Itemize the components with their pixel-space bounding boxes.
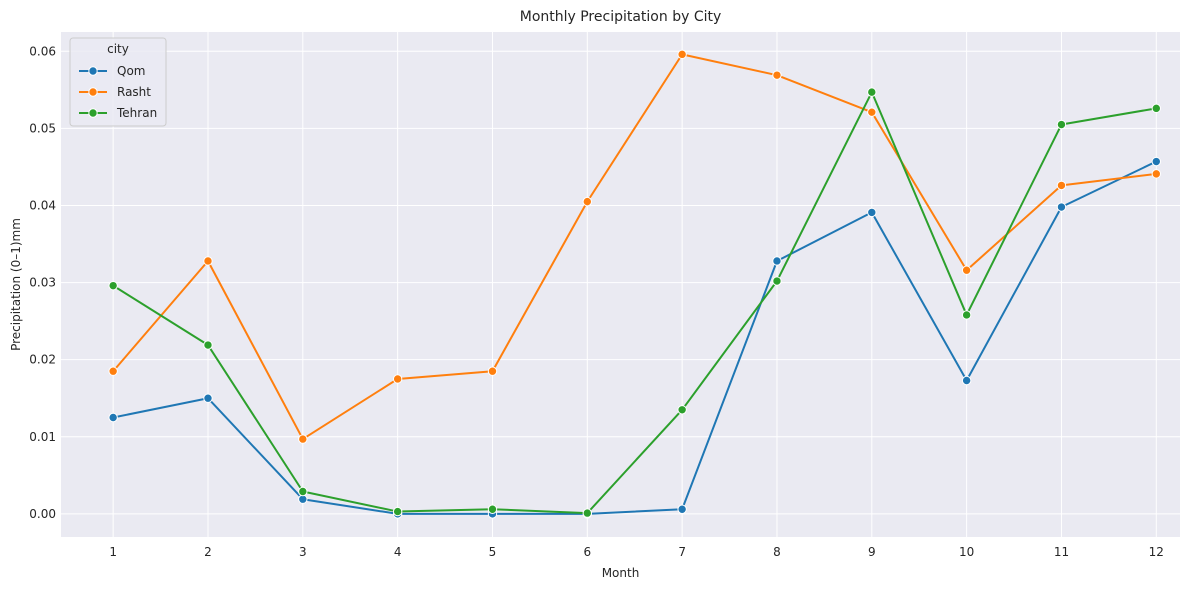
x-tick-label: 11 (1054, 545, 1069, 559)
data-point-tehran (392, 506, 403, 517)
legend-item-qom: Qom (79, 64, 145, 78)
data-point-qom (772, 256, 782, 266)
legend-title: city (107, 42, 129, 56)
data-point-tehran (961, 310, 972, 320)
data-point-tehran (1151, 103, 1161, 114)
y-axis-label: Precipitation (0–1)mm (9, 218, 23, 351)
data-point-qom (867, 207, 877, 218)
y-tick-label: 0.04 (29, 198, 56, 212)
x-tick-label: 7 (678, 545, 686, 559)
data-point-tehran (487, 504, 498, 514)
legend-swatch-marker (88, 108, 98, 118)
data-point-tehran (772, 276, 782, 286)
x-tick-label: 12 (1149, 545, 1164, 559)
legend-label: Tehran (116, 106, 157, 120)
x-axis-label: Month (602, 566, 640, 580)
data-point-rasht (298, 434, 308, 444)
series-tehran (108, 87, 1161, 518)
series-line-qom (112, 160, 1157, 515)
data-point-rasht (582, 196, 593, 207)
x-tick-label: 5 (489, 545, 497, 559)
x-tick-label: 3 (299, 545, 307, 559)
legend-item-rasht: Rasht (79, 85, 151, 99)
chart-title: Monthly Precipitation by City (520, 9, 722, 25)
legend: city Qom Rasht Tehran (69, 37, 167, 127)
data-point-rasht (392, 374, 403, 384)
data-point-qom (1151, 156, 1161, 167)
data-point-tehran (108, 280, 118, 291)
legend-label: Qom (117, 64, 145, 78)
series-rasht (108, 49, 1161, 444)
y-tick-label: 0.00 (29, 507, 56, 521)
x-tick-label: 1 (109, 545, 117, 559)
y-axis-ticks: 0.00 0.01 0.02 0.03 0.04 0.05 0.06 (29, 44, 56, 521)
x-tick-label: 8 (773, 545, 781, 559)
series-line-tehran (112, 91, 1157, 515)
data-point-rasht (203, 256, 213, 266)
data-point-rasht (108, 366, 118, 376)
data-point-rasht (487, 366, 498, 376)
data-point-tehran (298, 486, 308, 497)
legend-box (69, 37, 167, 127)
data-point-tehran (1056, 119, 1067, 130)
plot-area (61, 32, 1180, 537)
y-tick-label: 0.03 (29, 276, 56, 290)
data-point-qom (108, 412, 118, 423)
data-point-qom (1056, 202, 1067, 212)
data-point-qom (961, 375, 972, 386)
x-tick-label: 10 (959, 545, 974, 559)
data-point-rasht (1151, 169, 1161, 179)
x-tick-label: 4 (394, 545, 402, 559)
y-tick-label: 0.06 (29, 44, 56, 58)
legend-items: Qom Rasht Tehran (79, 64, 157, 120)
x-tick-label: 9 (868, 545, 876, 559)
legend-item-tehran: Tehran (79, 106, 157, 120)
series-line-rasht (112, 53, 1157, 441)
data-point-qom (677, 504, 687, 514)
legend-swatch-marker (88, 87, 98, 97)
y-tick-label: 0.02 (29, 353, 56, 367)
x-tick-label: 6 (583, 545, 591, 559)
data-point-rasht (1056, 180, 1067, 191)
series-lines (108, 49, 1161, 519)
legend-swatch-marker (88, 66, 98, 76)
legend-label: Rasht (117, 85, 151, 99)
data-point-tehran (203, 340, 213, 350)
data-point-tehran (867, 87, 877, 97)
data-point-tehran (582, 508, 593, 518)
data-point-qom (298, 494, 308, 504)
y-tick-label: 0.01 (29, 430, 56, 444)
data-point-rasht (772, 70, 782, 80)
x-tick-label: 2 (204, 545, 212, 559)
data-point-qom (203, 393, 213, 403)
data-point-rasht (867, 107, 877, 117)
y-tick-label: 0.05 (29, 121, 56, 135)
data-point-rasht (677, 49, 687, 60)
data-point-tehran (677, 405, 687, 415)
x-axis-ticks: 1 2 3 4 5 6 7 8 9 10 11 12 (109, 545, 1164, 559)
data-point-rasht (961, 265, 972, 275)
